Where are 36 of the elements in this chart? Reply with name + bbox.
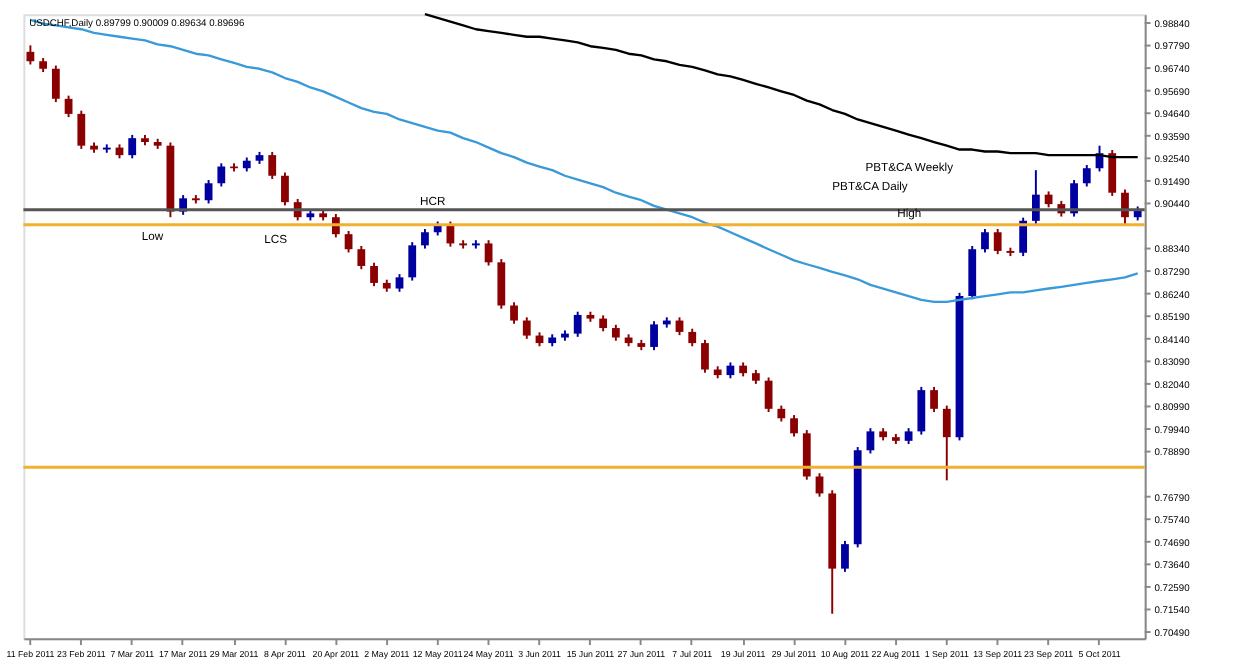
candlestick <box>1019 216 1028 258</box>
candlestick <box>1108 148 1117 197</box>
candlestick <box>421 228 429 250</box>
candlestick <box>1082 164 1091 188</box>
candlestick <box>370 261 378 288</box>
candlestick <box>77 109 86 150</box>
candlestick <box>866 427 875 455</box>
candlestick <box>942 404 951 482</box>
candlestick <box>993 228 1002 256</box>
candlestick <box>701 338 709 374</box>
candlestick <box>930 385 938 414</box>
candlestick <box>650 320 658 352</box>
candlestick <box>917 385 926 436</box>
candlestick <box>344 229 353 254</box>
candlestick <box>510 301 518 325</box>
candlestick <box>484 239 493 267</box>
candlestick <box>204 179 213 205</box>
candlestick <box>841 539 849 573</box>
candlestick <box>357 245 366 271</box>
line-series <box>29 18 1139 304</box>
candlestick <box>281 171 289 207</box>
candlestick <box>815 472 824 498</box>
candlestick <box>217 162 226 188</box>
candlestick <box>573 310 582 338</box>
candlestick <box>790 414 798 438</box>
candlestick <box>497 258 506 310</box>
candlestick <box>802 429 811 481</box>
candlestick <box>268 150 277 180</box>
candlestick <box>64 94 73 119</box>
candlestick <box>51 64 60 104</box>
candlestick <box>128 133 137 160</box>
candlestick <box>408 241 417 282</box>
candlestick <box>968 245 977 301</box>
candlestick <box>981 228 989 254</box>
candlestick <box>522 316 531 340</box>
candlestick <box>1031 169 1040 226</box>
